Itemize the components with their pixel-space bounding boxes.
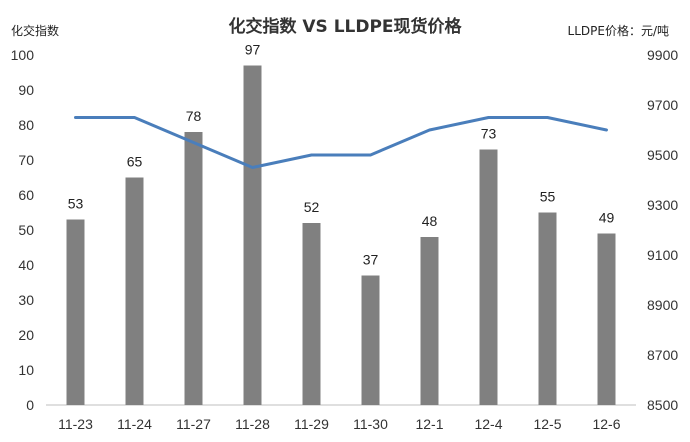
y-axis-left-label: 化交指数 — [11, 24, 60, 38]
x-tick-label: 12-4 — [474, 416, 502, 432]
bar — [538, 212, 557, 405]
y-right-tick-label: 9700 — [647, 97, 678, 113]
bar-data-label: 73 — [481, 126, 497, 142]
y-right-tick-label: 9300 — [647, 197, 678, 213]
x-tick-label: 11-30 — [353, 416, 388, 432]
y-right-tick-label: 9500 — [647, 147, 678, 163]
bar — [125, 177, 144, 405]
price-line — [74, 116, 608, 169]
bar — [302, 223, 321, 405]
y-left-tick-label: 0 — [26, 397, 34, 413]
bar — [243, 65, 262, 405]
bar-data-label: 53 — [68, 196, 84, 212]
y-right-tick-label: 9100 — [647, 247, 678, 263]
y-right-tick-label: 9900 — [647, 47, 678, 63]
y-axis-right-label: LLDPE价格：元/吨 — [567, 24, 669, 38]
bar-data-label: 37 — [363, 252, 379, 268]
y-left-tick-label: 60 — [18, 187, 34, 203]
y-left-tick-label: 10 — [18, 362, 34, 378]
x-tick-label: 11-23 — [58, 416, 93, 432]
y-right-tick-label: 8700 — [647, 347, 678, 363]
y-right-tick-label: 8900 — [647, 297, 678, 313]
bar — [361, 275, 380, 405]
x-tick-label: 11-29 — [294, 416, 329, 432]
x-tick-label: 12-5 — [533, 416, 561, 432]
y-left-tick-label: 30 — [18, 292, 34, 308]
bar — [597, 233, 616, 405]
y-right-tick-label: 8500 — [647, 397, 678, 413]
bar — [420, 237, 439, 405]
y-left-tick-label: 100 — [11, 47, 35, 63]
bar — [479, 149, 498, 405]
bar-data-label: 55 — [540, 189, 556, 205]
y-left-tick-label: 90 — [18, 82, 34, 98]
x-tick-label: 11-28 — [235, 416, 270, 432]
y-left-tick-label: 50 — [18, 222, 34, 238]
bar — [184, 132, 203, 405]
bar-data-label: 48 — [422, 213, 438, 229]
y-left-tick-label: 40 — [18, 257, 34, 273]
x-tick-label: 11-24 — [117, 416, 152, 432]
x-tick-label: 11-27 — [176, 416, 211, 432]
bar-data-label: 97 — [245, 42, 261, 58]
bar-data-label: 78 — [186, 108, 202, 124]
chart-title: 化交指数 VS LLDPE现货价格 — [228, 17, 462, 37]
x-tick-label: 12-1 — [415, 416, 443, 432]
bar — [66, 219, 85, 405]
bar-data-label: 49 — [599, 210, 615, 226]
bar-data-label: 65 — [127, 154, 143, 170]
y-left-tick-label: 80 — [18, 117, 34, 133]
x-tick-label: 12-6 — [592, 416, 620, 432]
bar-data-label: 52 — [304, 199, 320, 215]
y-left-tick-label: 20 — [18, 327, 34, 343]
y-left-tick-label: 70 — [18, 152, 34, 168]
